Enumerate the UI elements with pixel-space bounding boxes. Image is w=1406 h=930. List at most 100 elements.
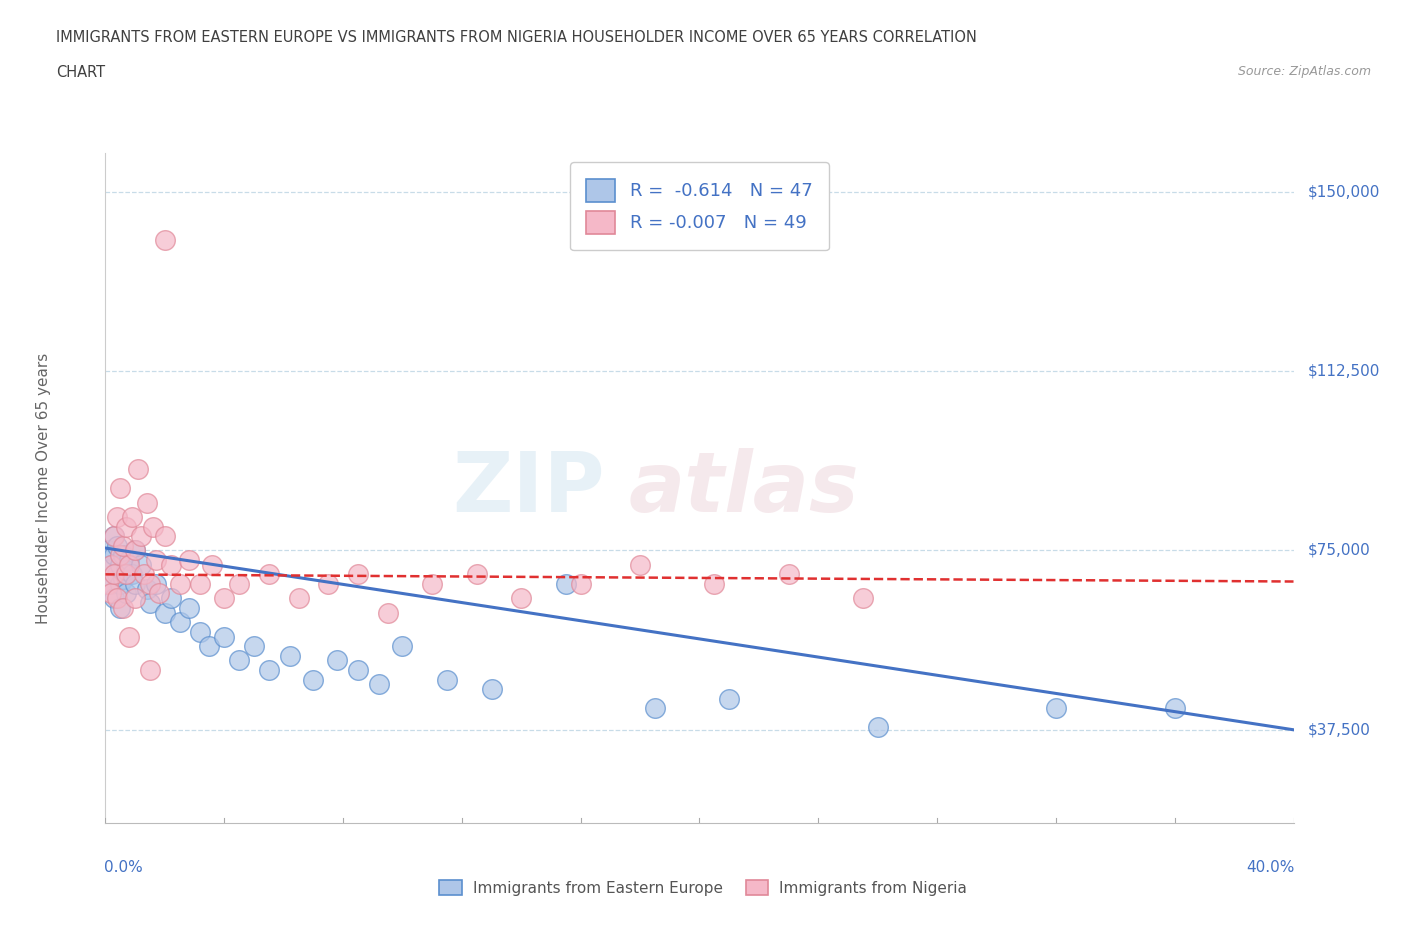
Text: $150,000: $150,000 <box>1308 184 1381 199</box>
Point <box>316 577 339 591</box>
Point <box>644 701 666 716</box>
Text: Householder Income Over 65 years: Householder Income Over 65 years <box>37 352 51 624</box>
Point <box>1164 701 1187 716</box>
Point <box>718 691 741 706</box>
Point <box>129 557 152 572</box>
Point <box>326 653 349 668</box>
Point <box>153 605 176 620</box>
Point <box>866 720 889 735</box>
Point <box>198 639 221 654</box>
Point <box>347 567 370 582</box>
Point <box>852 591 875 605</box>
Point <box>118 557 141 572</box>
Point <box>110 481 132 496</box>
Point <box>190 624 212 639</box>
Point <box>569 577 592 591</box>
Point <box>554 577 576 591</box>
Point <box>100 586 122 601</box>
Point <box>159 591 181 605</box>
Point <box>465 567 488 582</box>
Point <box>100 577 122 591</box>
Point <box>103 591 125 605</box>
Point <box>177 601 200 616</box>
Point <box>169 577 191 591</box>
Point <box>136 581 159 596</box>
Point <box>778 567 800 582</box>
Point <box>153 232 176 247</box>
Point <box>110 548 132 563</box>
Point <box>145 577 167 591</box>
Point <box>110 557 132 572</box>
Point <box>510 591 533 605</box>
Point <box>115 519 138 534</box>
Point <box>177 552 200 567</box>
Point <box>145 552 167 567</box>
Point <box>110 577 132 591</box>
Point <box>103 567 125 582</box>
Point <box>115 562 138 577</box>
Text: Source: ZipAtlas.com: Source: ZipAtlas.com <box>1237 65 1371 78</box>
Point <box>481 682 503 697</box>
Point <box>287 591 309 605</box>
Point <box>142 519 165 534</box>
Point <box>201 557 224 572</box>
Point <box>436 672 458 687</box>
Point <box>377 605 399 620</box>
Text: 40.0%: 40.0% <box>1246 860 1295 875</box>
Point <box>139 595 162 610</box>
Point <box>257 567 280 582</box>
Point <box>136 495 159 510</box>
Point <box>105 591 128 605</box>
Point <box>190 577 212 591</box>
Point <box>628 557 651 572</box>
Point <box>214 591 236 605</box>
Point <box>703 577 725 591</box>
Text: $75,000: $75,000 <box>1308 543 1371 558</box>
Point <box>115 567 138 582</box>
Point <box>105 538 128 553</box>
Text: IMMIGRANTS FROM EASTERN EUROPE VS IMMIGRANTS FROM NIGERIA HOUSEHOLDER INCOME OVE: IMMIGRANTS FROM EASTERN EUROPE VS IMMIGR… <box>56 30 977 45</box>
Legend: R =  -0.614   N = 47, R = -0.007   N = 49: R = -0.614 N = 47, R = -0.007 N = 49 <box>571 163 828 250</box>
Point <box>121 567 143 582</box>
Point <box>124 543 146 558</box>
Point <box>148 586 170 601</box>
Legend: Immigrants from Eastern Europe, Immigrants from Nigeria: Immigrants from Eastern Europe, Immigran… <box>433 873 973 902</box>
Point <box>121 510 143 525</box>
Point <box>347 662 370 677</box>
Point <box>214 629 236 644</box>
Point <box>129 528 152 543</box>
Point <box>124 543 146 558</box>
Point <box>105 567 128 582</box>
Point <box>257 662 280 677</box>
Point <box>278 648 301 663</box>
Text: CHART: CHART <box>56 65 105 80</box>
Point <box>420 577 443 591</box>
Point <box>118 629 141 644</box>
Text: $112,500: $112,500 <box>1308 364 1381 379</box>
Point <box>110 601 132 616</box>
Point <box>97 577 120 591</box>
Text: atlas: atlas <box>628 447 859 529</box>
Point <box>112 601 135 616</box>
Point <box>169 615 191 630</box>
Point <box>103 548 125 563</box>
Point <box>105 510 128 525</box>
Point <box>243 639 266 654</box>
Point <box>118 552 141 567</box>
Point <box>367 677 389 692</box>
Point <box>124 591 146 605</box>
Point <box>153 528 176 543</box>
Point <box>103 528 125 543</box>
Text: $37,500: $37,500 <box>1308 723 1371 737</box>
Point <box>302 672 325 687</box>
Text: ZIP: ZIP <box>451 447 605 529</box>
Text: 0.0%: 0.0% <box>104 860 143 875</box>
Point <box>228 653 250 668</box>
Point <box>139 662 162 677</box>
Point <box>115 586 138 601</box>
Point <box>1045 701 1067 716</box>
Point <box>139 577 162 591</box>
Point <box>124 577 146 591</box>
Point <box>159 557 181 572</box>
Point <box>132 567 155 582</box>
